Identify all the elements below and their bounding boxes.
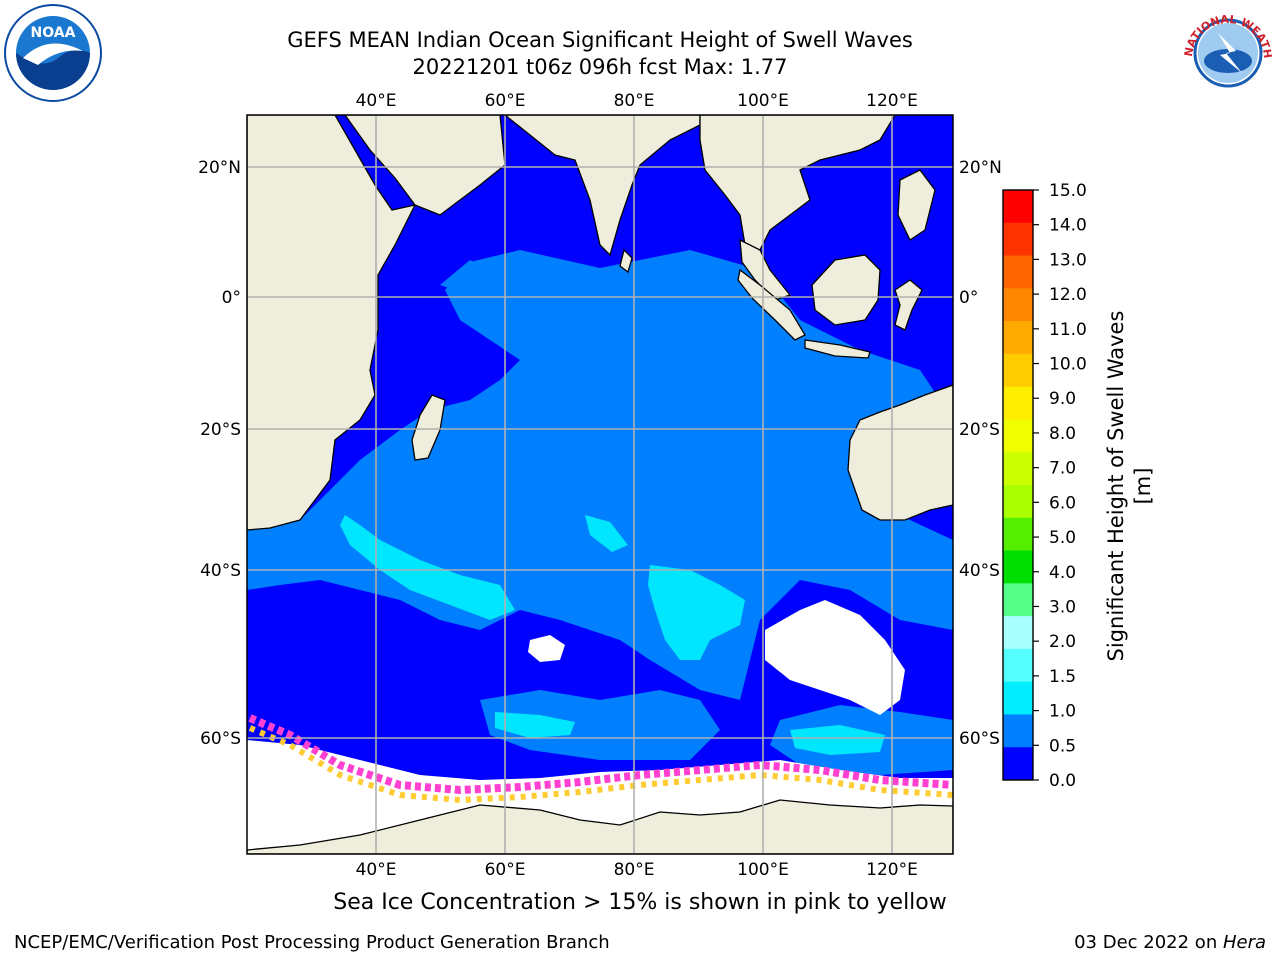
colorbar-swatch	[1003, 419, 1033, 453]
top-lon-tick-label: 40°E	[356, 91, 397, 111]
colorbar-swatch	[1003, 321, 1033, 355]
left-lat-tick-label: 60°S	[200, 729, 241, 749]
colorbar-tick-label: 15.0	[1049, 181, 1087, 201]
colorbar-frame	[1002, 189, 1034, 781]
sea-ice-fringe-yellow	[248, 725, 953, 804]
land-sumatra	[737, 268, 806, 341]
left-lat-tick-label: 20°S	[200, 420, 241, 440]
colorbar-tick-label: 5.0	[1049, 528, 1076, 548]
colorbar-swatch	[1003, 714, 1033, 748]
bottom-lon-tick-label: 120°E	[866, 860, 918, 880]
footer-date: 03 Dec 2022 on Hera	[1074, 932, 1266, 953]
land-madagascar	[411, 394, 446, 461]
right-lat-tick-label: 40°S	[959, 561, 1000, 581]
left-lat-tick-label: 40°S	[200, 561, 241, 581]
colorbar-tick-label: 1.0	[1049, 702, 1076, 722]
colorbar-label: Significant Height of Swell Waves [m]	[1104, 310, 1155, 662]
colorbar-swatch	[1003, 222, 1033, 257]
colorbar-swatch	[1003, 517, 1033, 552]
colorbar-swatch	[1003, 747, 1033, 781]
swell-region-high-south	[495, 712, 575, 738]
colorbar-swatch	[1003, 452, 1033, 486]
top-lon-tick-label: 120°E	[866, 91, 918, 111]
colorbar-tick-label: 3.0	[1049, 597, 1076, 617]
swell-region-high-central	[648, 565, 745, 660]
colorbar-swatch	[1003, 648, 1033, 683]
left-lat-tick-label: 0°	[222, 288, 241, 308]
bottom-lon-tick-label: 80°E	[614, 860, 655, 880]
noaa-logo-text: NOAA	[31, 25, 76, 41]
colorbar-tick-label: 14.0	[1049, 216, 1087, 236]
footer-date-text: 03 Dec 2022 on	[1074, 932, 1223, 953]
map-subtitle: 20221201 t06z 096h fcst Max: 1.77	[412, 55, 788, 79]
colorbar-tick-label: 2.0	[1049, 632, 1076, 652]
swell-region-medium-south	[480, 690, 720, 760]
colorbar-tick-label: 7.0	[1049, 459, 1076, 479]
colorbar-tick-label: 8.0	[1049, 424, 1076, 444]
colorbar-tick-label: 4.0	[1049, 563, 1076, 583]
right-lat-tick-label: 0°	[959, 288, 978, 308]
colorbar-tick-label: 0.0	[1049, 771, 1076, 791]
map-gridlines	[247, 115, 953, 854]
land-arabia	[344, 115, 506, 216]
colorbar-tick-label: 13.0	[1049, 250, 1087, 270]
left-lat-tick-label: 20°N	[198, 158, 241, 178]
swell-region-high-west	[340, 515, 515, 620]
nws-logo: NATIONAL WEATHER SERVICE	[1178, 3, 1276, 101]
sea-ice-note: Sea Ice Concentration > 15% is shown in …	[333, 890, 947, 915]
colorbar-tick-label: 9.0	[1049, 389, 1076, 409]
land-antarctica	[247, 799, 953, 854]
island-kerguelen	[528, 635, 565, 662]
colorbar-swatch	[1003, 681, 1033, 715]
colorbar-tick-label: 10.0	[1049, 355, 1087, 375]
land-africa	[247, 115, 417, 531]
right-lat-tick-label: 20°N	[959, 158, 1002, 178]
colorbar-tick-label: 6.0	[1049, 493, 1076, 513]
colorbar-tick-label: 0.5	[1049, 736, 1076, 756]
map-axis-ticks: 40°E 60°E 80°E 100°E 120°E 40°E 60°E 80°E 100°E 1…	[198, 91, 1002, 880]
land-sri-lanka	[619, 248, 633, 274]
colorbar-tick-label: 11.0	[1049, 320, 1087, 340]
map-frame	[246, 114, 954, 855]
top-lon-tick-label: 80°E	[614, 91, 655, 111]
swell-region-high-se	[790, 725, 885, 755]
map-area	[247, 115, 953, 854]
colorbar-swatch	[1003, 255, 1033, 289]
bottom-lon-tick-label: 60°E	[485, 860, 526, 880]
map-title: GEFS MEAN Indian Ocean Significant Heigh…	[287, 28, 913, 52]
right-lat-tick-label: 60°S	[959, 729, 1000, 749]
right-lat-tick-label: 20°S	[959, 420, 1000, 440]
colorbar-swatch	[1003, 616, 1033, 650]
land-java	[804, 339, 871, 359]
swell-region-north-bay	[440, 260, 490, 295]
land-australia	[847, 384, 953, 521]
colorbar-swatch	[1003, 583, 1033, 617]
colorbar-swatch	[1003, 386, 1033, 420]
land-southeast-asia	[699, 115, 896, 251]
land-borneo	[811, 254, 881, 326]
noaa-logo: NOAA	[4, 4, 102, 102]
data-gap-south-australia	[765, 600, 905, 715]
colorbar-swatch	[1003, 550, 1033, 584]
land-sulawesi	[894, 279, 923, 331]
sea-ice-fringe-pink	[248, 714, 953, 795]
swell-region-high-mid	[585, 515, 628, 552]
colorbar-tick-label: 1.5	[1049, 667, 1076, 687]
footer-credit: NCEP/EMC/Verification Post Processing Pr…	[14, 932, 610, 953]
footer-host: Hera	[1222, 932, 1266, 953]
colorbar-swatch	[1003, 288, 1033, 322]
land-india	[503, 115, 701, 257]
land-philippines	[897, 169, 936, 241]
bottom-lon-tick-label: 100°E	[737, 860, 789, 880]
colorbar: 15.0 14.0 13.0 12.0 11.0 10.0 9.0 8.0 7.0 6.0 5.0 4…	[1002, 181, 1087, 791]
colorbar-swatch	[1003, 485, 1033, 519]
bottom-lon-tick-label: 40°E	[356, 860, 397, 880]
colorbar-swatch	[1003, 190, 1033, 224]
colorbar-tick-label: 12.0	[1049, 285, 1087, 305]
colorbar-swatch	[1003, 353, 1033, 388]
top-lon-tick-label: 60°E	[485, 91, 526, 111]
top-lon-tick-label: 100°E	[737, 91, 789, 111]
